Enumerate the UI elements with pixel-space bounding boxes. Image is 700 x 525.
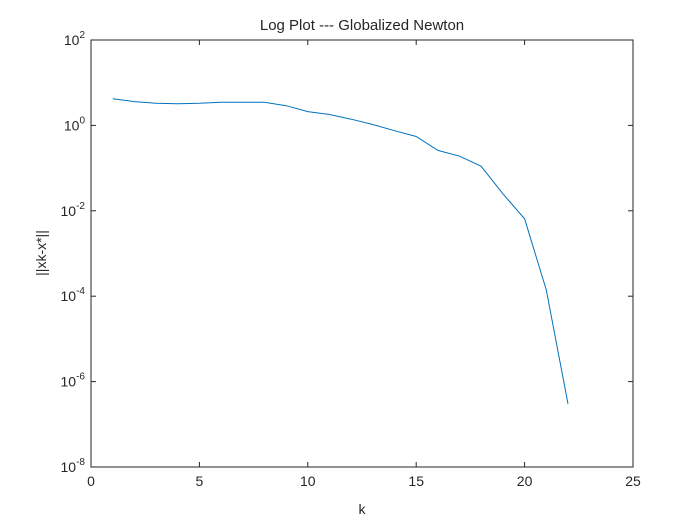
x-tick-label: 10	[300, 473, 316, 489]
x-tick-label: 25	[625, 473, 641, 489]
y-axis-ticks: 102 100 10-2 10-4 10-6 10-8	[61, 30, 633, 475]
y-tick-label: 10-8	[61, 457, 86, 475]
x-tick-label: 5	[196, 473, 204, 489]
y-tick-label: 10-6	[61, 372, 86, 390]
x-tick-label: 15	[408, 473, 424, 489]
x-axis-ticks: 0 5 10 15 20 25	[87, 40, 641, 489]
y-tick-label: 10-4	[61, 286, 86, 304]
y-tick-label: 102	[64, 30, 86, 48]
x-tick-label: 0	[87, 473, 95, 489]
y-axis-label: ||xk-x*||	[33, 230, 49, 276]
chart-title: Log Plot --- Globalized Newton	[260, 17, 464, 34]
x-tick-label: 20	[517, 473, 533, 489]
y-tick-label: 100	[64, 115, 86, 133]
y-tick-label: 10-2	[61, 201, 86, 219]
plot-area	[90, 39, 634, 468]
x-axis-label: k	[359, 501, 367, 517]
series-line	[112, 98, 569, 404]
